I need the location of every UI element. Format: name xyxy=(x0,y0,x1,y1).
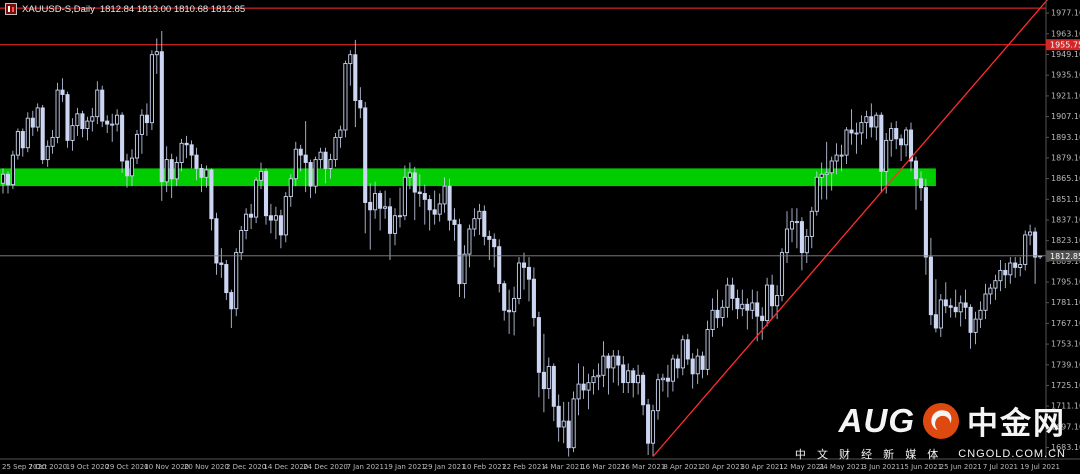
svg-text:1809.10: 1809.10 xyxy=(1051,257,1080,266)
svg-text:1823.10: 1823.10 xyxy=(1051,236,1080,245)
svg-text:19 Jul 2021: 19 Jul 2021 xyxy=(1020,463,1060,471)
watermark-brand-aug: AUG xyxy=(838,401,915,439)
svg-text:10 Nov 2020: 10 Nov 2020 xyxy=(144,463,189,471)
svg-text:1893.10: 1893.10 xyxy=(1051,133,1080,142)
svg-text:14 Dec 2020: 14 Dec 2020 xyxy=(263,463,308,471)
svg-text:1812.85: 1812.85 xyxy=(1050,252,1080,261)
svg-text:25 Jun 2021: 25 Jun 2021 xyxy=(940,463,982,471)
svg-text:2 Dec 2020: 2 Dec 2020 xyxy=(226,463,266,471)
svg-text:4 Mar 2021: 4 Mar 2021 xyxy=(544,463,584,471)
svg-text:12 May 2021: 12 May 2021 xyxy=(779,463,825,471)
svg-text:25 Sep 2020: 25 Sep 2020 xyxy=(2,463,46,471)
symbol-info-bar: XAUUSD-S,Daily 1812.84 1813.00 1810.68 1… xyxy=(5,3,245,15)
svg-text:19 Oct 2020: 19 Oct 2020 xyxy=(66,463,109,471)
svg-text:1851.10: 1851.10 xyxy=(1051,195,1080,204)
ohlc-values: 1812.84 1813.00 1810.68 1812.85 xyxy=(99,3,246,15)
svg-text:7 Oct 2020: 7 Oct 2020 xyxy=(28,463,67,471)
watermark-url: CNGOLD.COM.CN xyxy=(958,448,1066,460)
svg-text:1795.10: 1795.10 xyxy=(1051,278,1080,287)
watermark-brand-row: AUG 中金网 xyxy=(795,398,1066,443)
svg-text:24 May 2021: 24 May 2021 xyxy=(819,463,865,471)
svg-text:1753.10: 1753.10 xyxy=(1051,340,1080,349)
svg-text:1683.10: 1683.10 xyxy=(1051,443,1080,452)
svg-text:1767.10: 1767.10 xyxy=(1051,319,1080,328)
svg-text:1921.10: 1921.10 xyxy=(1051,91,1080,100)
symbol-timeframe-label: XAUUSD-S,Daily xyxy=(22,3,95,15)
watermark: AUG 中金网 中 文 财 经 新 媒 体 CNGOLD.COM.CN xyxy=(795,398,1066,462)
watermark-brand-zhongjinwang: 中金网 xyxy=(967,406,1066,441)
svg-text:7 Jul 2021: 7 Jul 2021 xyxy=(983,463,1018,471)
svg-text:1955.75: 1955.75 xyxy=(1050,41,1080,50)
svg-text:1865.10: 1865.10 xyxy=(1051,174,1080,183)
svg-text:1963.10: 1963.10 xyxy=(1051,29,1080,38)
svg-text:7 Jan 2021: 7 Jan 2021 xyxy=(346,463,384,471)
svg-text:16 Mar 2021: 16 Mar 2021 xyxy=(581,463,625,471)
watermark-tagline: 中 文 财 经 新 媒 体 xyxy=(794,449,943,461)
svg-text:29 Jan 2021: 29 Jan 2021 xyxy=(424,463,466,471)
svg-text:10 Feb 2021: 10 Feb 2021 xyxy=(463,463,507,471)
svg-text:24 Dec 2020: 24 Dec 2020 xyxy=(303,463,348,471)
watermark-sub-row: 中 文 财 经 新 媒 体 CNGOLD.COM.CN xyxy=(795,446,1066,462)
svg-text:1781.10: 1781.10 xyxy=(1051,298,1080,307)
svg-text:20 Nov 2020: 20 Nov 2020 xyxy=(184,463,229,471)
svg-text:3 Jun 2021: 3 Jun 2021 xyxy=(862,463,900,471)
svg-text:15 Jun 2021: 15 Jun 2021 xyxy=(900,463,942,471)
svg-text:1935.10: 1935.10 xyxy=(1051,71,1080,80)
svg-text:1907.10: 1907.10 xyxy=(1051,112,1080,121)
svg-text:29 Oct 2020: 29 Oct 2020 xyxy=(105,463,148,471)
svg-text:1739.10: 1739.10 xyxy=(1051,360,1080,369)
svg-text:22 Feb 2021: 22 Feb 2021 xyxy=(502,463,546,471)
svg-text:19 Jan 2021: 19 Jan 2021 xyxy=(384,463,426,471)
svg-text:26 Mar 2021: 26 Mar 2021 xyxy=(621,463,665,471)
svg-text:30 Apr 2021: 30 Apr 2021 xyxy=(741,463,784,471)
svg-text:20 Apr 2021: 20 Apr 2021 xyxy=(701,463,744,471)
svg-text:1837.10: 1837.10 xyxy=(1051,216,1080,225)
svg-text:1711.10: 1711.10 xyxy=(1051,402,1080,411)
cngold-logo-icon xyxy=(922,402,960,440)
svg-text:1725.10: 1725.10 xyxy=(1051,381,1080,390)
chart-icon xyxy=(5,3,17,15)
svg-text:1879.10: 1879.10 xyxy=(1051,153,1080,162)
svg-text:1949.10: 1949.10 xyxy=(1051,50,1080,59)
svg-text:1697.10: 1697.10 xyxy=(1051,422,1080,431)
svg-text:8 Apr 2021: 8 Apr 2021 xyxy=(663,463,702,471)
svg-text:1977.10: 1977.10 xyxy=(1051,9,1080,18)
